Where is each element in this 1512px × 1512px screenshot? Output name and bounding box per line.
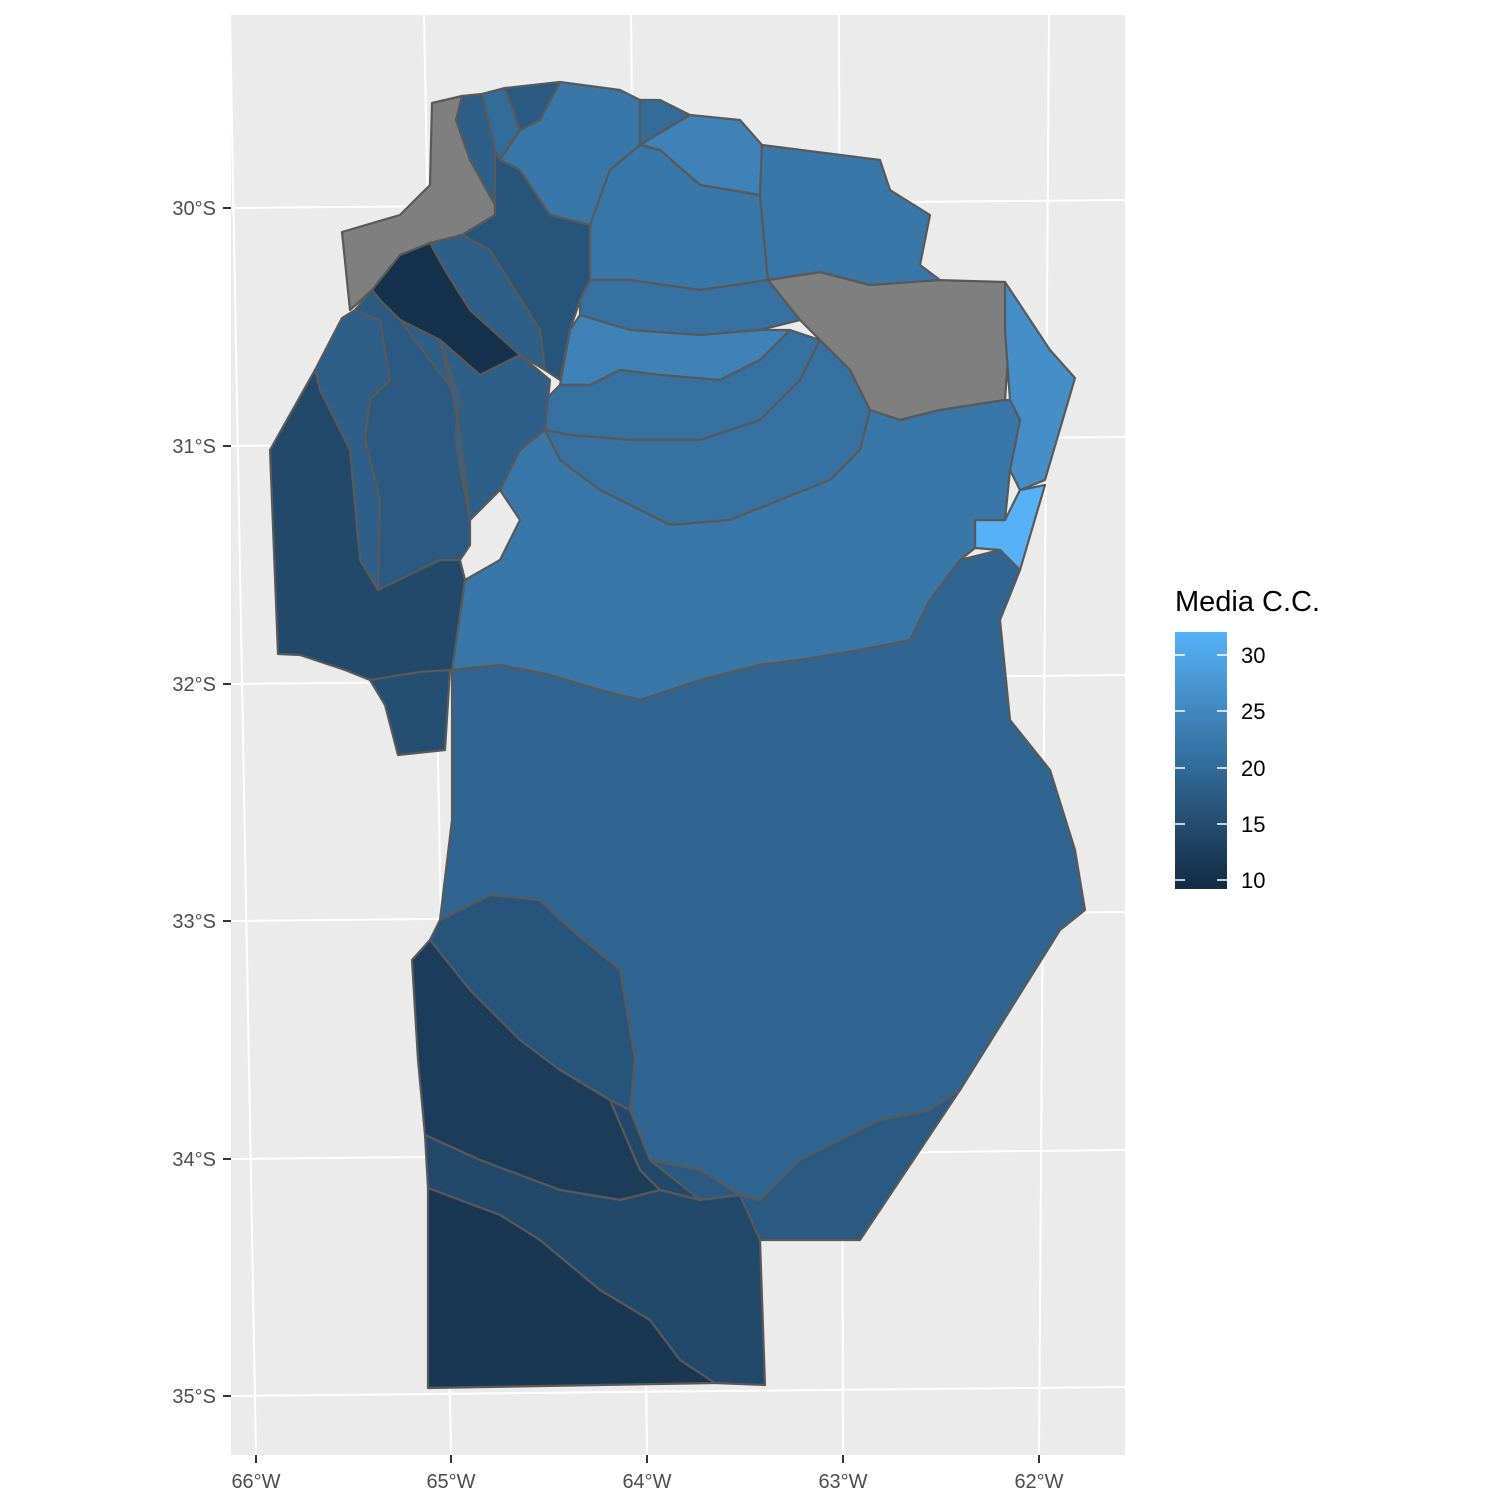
x-tick-label: 63°W (818, 1471, 867, 1493)
x-tick-label: 62°W (1014, 1471, 1063, 1493)
legend-label: 15 (1241, 812, 1265, 837)
legend-ticks (1175, 654, 1227, 881)
region-east-edge (1003, 280, 1077, 492)
region-north-east (758, 143, 942, 287)
legend-label: 20 (1241, 756, 1265, 781)
gridline-lon-66 (229, 14, 257, 1456)
legend-label: 10 (1241, 868, 1265, 893)
gridline-lat-35 (230, 1386, 1126, 1397)
region-central-large (518, 428, 547, 452)
y-tick-label: 35°S (172, 1386, 216, 1408)
y-tick-label: 32°S (172, 674, 216, 696)
y-tick-label: 31°S (172, 436, 216, 458)
legend-label: 30 (1241, 643, 1265, 668)
region-west-4 (438, 338, 472, 522)
y-axis: 30°S 31°S 32°S 33°S 34°S 35°S (172, 198, 231, 1408)
y-tick-label: 30°S (172, 198, 216, 220)
x-axis: 66°W 65°W 64°W 63°W 62°W (231, 1455, 1064, 1493)
region-west-small-south (368, 668, 452, 757)
regions (268, 80, 1087, 1390)
region-cruz-del-eje-mid (428, 233, 547, 372)
y-tick-label: 33°S (172, 911, 216, 933)
x-tick-label: 65°W (426, 1471, 475, 1493)
legend: Media C.C. 30 25 20 15 10 (1175, 586, 1320, 893)
legend-title: Media C.C. (1175, 586, 1320, 618)
legend-colorbar (1175, 632, 1227, 889)
region-far-west (268, 368, 467, 682)
region-south-tip (426, 1186, 717, 1390)
gridline-lon-62 (1038, 14, 1050, 1456)
x-tick-label: 64°W (622, 1471, 671, 1493)
y-tick-label: 34°S (172, 1149, 216, 1171)
legend-label: 25 (1241, 699, 1265, 724)
x-tick-label: 66°W (231, 1471, 280, 1493)
